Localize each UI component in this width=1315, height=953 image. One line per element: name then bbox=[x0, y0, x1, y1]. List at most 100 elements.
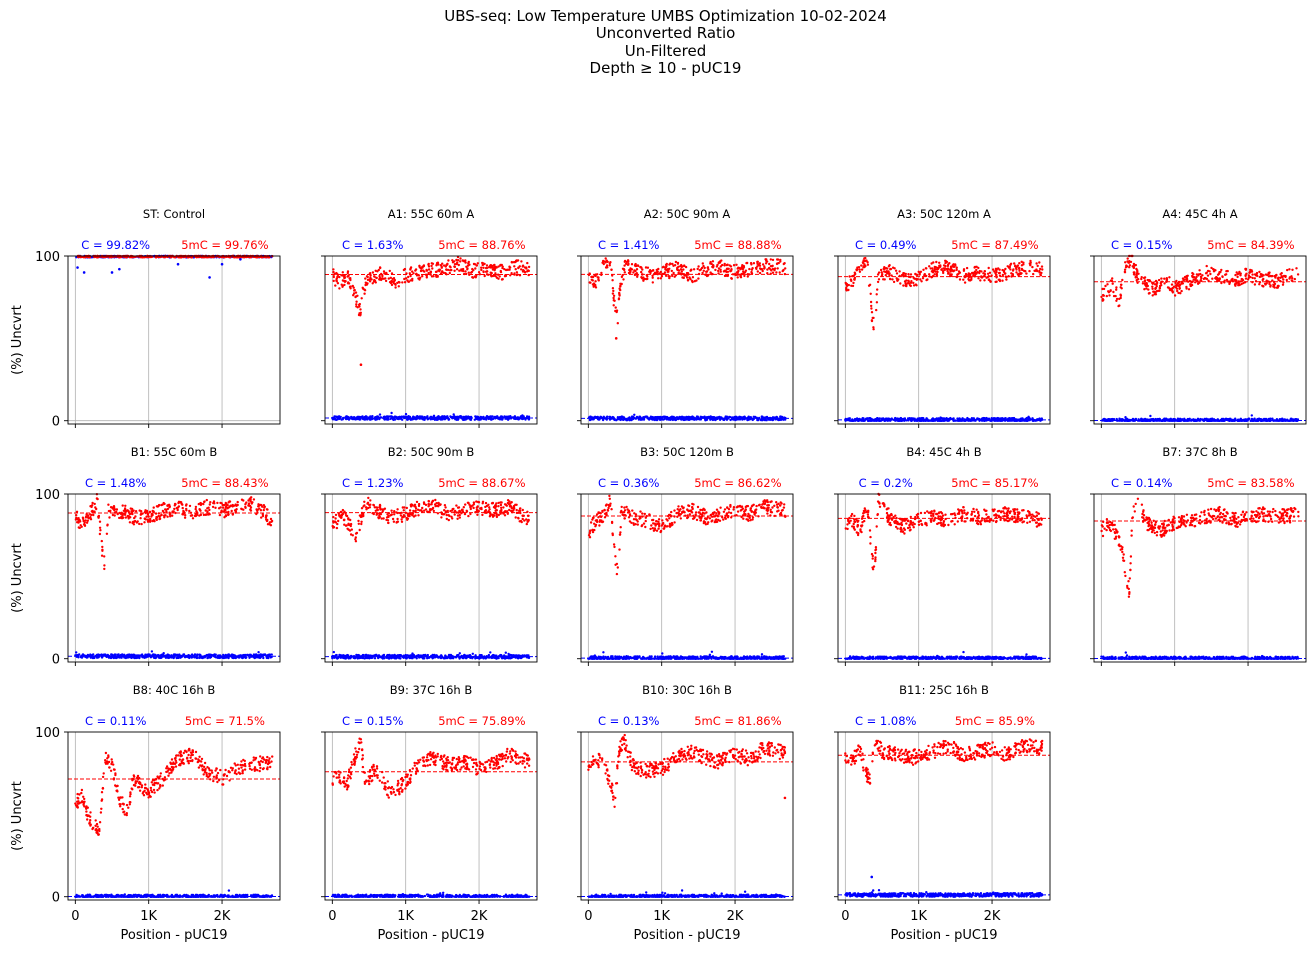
mc-point bbox=[1210, 266, 1213, 270]
mc-point bbox=[183, 255, 187, 259]
c-point bbox=[1176, 417, 1180, 420]
mc-point bbox=[453, 263, 457, 266]
mc-point bbox=[975, 268, 978, 272]
mc-point bbox=[771, 258, 775, 262]
subplot-title: A2: 50C 90m A bbox=[644, 207, 731, 221]
mc-point bbox=[1143, 288, 1146, 291]
mc-point bbox=[419, 269, 423, 273]
c-point bbox=[1031, 417, 1034, 420]
mc-point bbox=[128, 256, 132, 259]
mc-point bbox=[1011, 274, 1014, 277]
mc-point bbox=[492, 264, 495, 267]
mc-point bbox=[1120, 283, 1123, 286]
mc-point bbox=[845, 284, 849, 288]
mc-point bbox=[622, 278, 625, 281]
mc-point bbox=[1247, 276, 1251, 279]
c-point bbox=[718, 418, 722, 421]
mc-point bbox=[995, 273, 998, 277]
mc-point bbox=[892, 280, 896, 284]
mc-point bbox=[355, 303, 358, 306]
mc-point bbox=[655, 268, 658, 272]
mc-point bbox=[1007, 266, 1011, 269]
mc-point bbox=[1124, 261, 1127, 264]
mc-point bbox=[1040, 265, 1044, 268]
mc-point bbox=[629, 269, 632, 273]
c-point bbox=[392, 418, 396, 421]
mc-point bbox=[623, 260, 626, 263]
mc-point bbox=[1034, 269, 1037, 272]
mc-point bbox=[623, 271, 626, 274]
mc-point bbox=[889, 267, 892, 271]
mc-point bbox=[352, 294, 355, 297]
mc-point bbox=[1013, 262, 1016, 265]
mc-point bbox=[1258, 270, 1261, 274]
mc-point bbox=[1035, 262, 1038, 265]
subplot-5: A4: 45C 4h AC = 0.15% 5mC = 84.39% bbox=[1090, 207, 1307, 428]
mc-point bbox=[736, 276, 739, 279]
mc-point bbox=[709, 260, 712, 264]
mc-point bbox=[994, 267, 998, 270]
mc-point bbox=[1199, 272, 1202, 276]
mc-point bbox=[962, 278, 965, 281]
mc-point bbox=[670, 269, 673, 273]
mc-point bbox=[844, 281, 847, 285]
mc-point bbox=[1259, 272, 1263, 276]
mc-point bbox=[1198, 269, 1201, 272]
mc-point bbox=[655, 270, 659, 274]
c-point bbox=[995, 417, 998, 420]
mc-point bbox=[1022, 261, 1025, 264]
mc-point bbox=[414, 269, 417, 272]
mc-point bbox=[375, 276, 378, 280]
mc-point bbox=[943, 267, 947, 270]
mc-point bbox=[685, 276, 689, 279]
mc-point bbox=[594, 280, 597, 283]
mc-point bbox=[875, 301, 879, 304]
mc-point bbox=[482, 270, 485, 273]
mc-point bbox=[905, 279, 908, 282]
mc-point bbox=[904, 281, 907, 285]
mc-point bbox=[483, 274, 486, 278]
mc-point bbox=[1209, 272, 1212, 276]
mc-point bbox=[356, 294, 359, 297]
mc-point bbox=[466, 268, 469, 271]
mc-point bbox=[1101, 297, 1105, 301]
c-point bbox=[196, 653, 199, 656]
mc-point bbox=[907, 275, 911, 278]
c-point bbox=[389, 415, 392, 418]
mc-point bbox=[730, 277, 733, 280]
c-stat-label: C = 99.82% bbox=[81, 238, 150, 252]
mc-point bbox=[683, 264, 686, 268]
mc-point bbox=[847, 288, 850, 292]
subplot-title: A3: 50C 120m A bbox=[897, 207, 991, 221]
mc-point bbox=[606, 266, 609, 269]
mc-point bbox=[1148, 291, 1151, 295]
mc-point bbox=[612, 294, 616, 297]
mc-point bbox=[335, 279, 338, 282]
mc-point bbox=[371, 282, 374, 285]
mc-point bbox=[864, 256, 867, 260]
mc-point bbox=[1112, 290, 1115, 294]
mc-point bbox=[409, 274, 412, 278]
mc-point bbox=[722, 270, 726, 273]
mc-point bbox=[1211, 277, 1214, 280]
mc-point bbox=[914, 272, 917, 276]
mc-point bbox=[589, 281, 592, 284]
mc-point bbox=[1224, 273, 1227, 276]
c-point bbox=[1234, 417, 1237, 420]
mc-point bbox=[676, 268, 679, 272]
mc-point bbox=[771, 264, 774, 267]
mc-point bbox=[741, 267, 745, 271]
mc-point bbox=[1281, 276, 1284, 279]
mc-point bbox=[614, 309, 617, 313]
mc-point bbox=[612, 304, 615, 307]
mc-point bbox=[1152, 290, 1155, 293]
c-point bbox=[1250, 414, 1254, 417]
mc-point bbox=[998, 268, 1001, 271]
mc-point bbox=[1271, 274, 1274, 278]
y-tick-label: 0 bbox=[52, 415, 60, 430]
mc-point bbox=[680, 265, 683, 269]
mc-point bbox=[447, 259, 450, 262]
c-point bbox=[876, 417, 879, 420]
outlier-point bbox=[82, 271, 86, 274]
mc-point bbox=[384, 277, 387, 280]
